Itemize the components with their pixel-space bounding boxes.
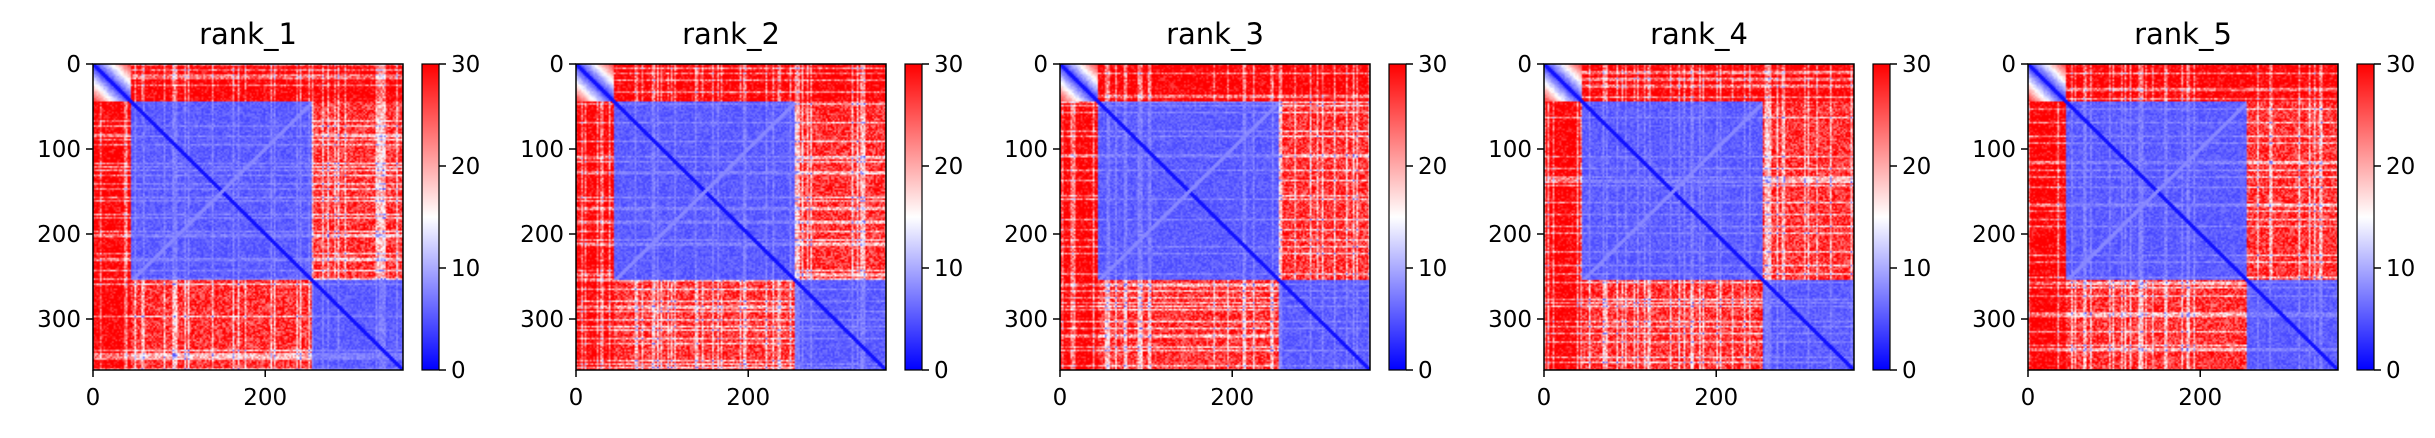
colorbar-tick-label: 10 — [451, 256, 480, 282]
heatmap-panel-2: rank_2 0 200 0 100 200 300 0 10 20 30 — [520, 17, 963, 411]
colorbar-tick-label: 30 — [2386, 52, 2415, 78]
colorbar — [2356, 63, 2375, 371]
y-tick-label: 300 — [1488, 307, 1532, 333]
heatmap-panel-1: rank_1 0 200 0 100 200 300 0 10 20 30 — [37, 17, 480, 411]
x-tick-label: 0 — [2021, 385, 2036, 411]
heatmap-image — [93, 64, 403, 370]
colorbar-tick-label: 10 — [1902, 256, 1931, 282]
heatmap-image — [1060, 64, 1370, 370]
y-tick-label: 100 — [1004, 137, 1048, 163]
colorbar-tick-label: 30 — [1902, 52, 1931, 78]
panel-title: rank_3 — [1166, 17, 1264, 51]
y-tick-label: 0 — [1517, 52, 1532, 78]
x-tick-label: 200 — [1210, 385, 1254, 411]
colorbar-tick-label: 10 — [2386, 256, 2415, 282]
y-tick-label: 200 — [1488, 222, 1532, 248]
panel-title: rank_5 — [2134, 17, 2232, 51]
colorbar-tick-label: 30 — [1418, 52, 1447, 78]
x-tick-label: 200 — [2178, 385, 2222, 411]
y-tick-label: 100 — [37, 137, 81, 163]
panel-title: rank_2 — [682, 17, 780, 51]
y-tick-label: 200 — [1004, 222, 1048, 248]
colorbar-tick-label: 20 — [934, 154, 963, 180]
colorbar-tick-label: 0 — [934, 358, 949, 384]
axes-frame — [92, 63, 404, 371]
colorbar-tick-label: 0 — [1418, 358, 1433, 384]
colorbar-tick-label: 20 — [451, 154, 480, 180]
x-tick-label: 0 — [569, 385, 584, 411]
colorbar-tick-label: 30 — [934, 52, 963, 78]
y-tick-label: 200 — [37, 222, 81, 248]
colorbar-tick-label: 10 — [1418, 256, 1447, 282]
colorbar-tick-label: 0 — [451, 358, 466, 384]
y-tick-label: 300 — [37, 307, 81, 333]
axes-frame — [575, 63, 887, 371]
y-tick-label: 300 — [1972, 307, 2016, 333]
colorbar-tick-label: 20 — [2386, 154, 2415, 180]
heatmap-panel-3: rank_3 0 200 0 100 200 300 0 10 20 30 — [1004, 17, 1447, 411]
colorbar — [904, 63, 923, 371]
heatmap-image — [1544, 64, 1854, 370]
heatmap-image — [2028, 64, 2338, 370]
colorbar-tick-label: 20 — [1902, 154, 1931, 180]
y-tick-label: 0 — [66, 52, 81, 78]
colorbar-tick-label: 10 — [934, 256, 963, 282]
axes-frame — [1543, 63, 1855, 371]
colorbar — [421, 63, 440, 371]
x-tick-label: 0 — [1537, 385, 1552, 411]
axes-frame — [2027, 63, 2339, 371]
colorbar — [1388, 63, 1407, 371]
panel-title: rank_4 — [1650, 17, 1748, 51]
heatmap-image — [576, 64, 886, 370]
colorbar-tick-label: 0 — [1902, 358, 1917, 384]
colorbar-tick-label: 20 — [1418, 154, 1447, 180]
y-tick-label: 0 — [549, 52, 564, 78]
y-tick-label: 0 — [1033, 52, 1048, 78]
panel-title: rank_1 — [199, 17, 297, 51]
colorbar-tick-label: 0 — [2386, 358, 2401, 384]
x-tick-label: 200 — [243, 385, 287, 411]
x-tick-label: 200 — [726, 385, 770, 411]
heatmap-panel-5: rank_5 0 200 0 100 200 300 0 10 20 30 — [1972, 17, 2415, 411]
y-tick-label: 300 — [520, 307, 564, 333]
y-tick-label: 100 — [1488, 137, 1532, 163]
y-tick-label: 0 — [2001, 52, 2016, 78]
y-tick-label: 200 — [1972, 222, 2016, 248]
y-tick-label: 300 — [1004, 307, 1048, 333]
axes-frame — [1059, 63, 1371, 371]
colorbar — [1872, 63, 1891, 371]
heatmap-panel-4: rank_4 0 200 0 100 200 300 0 10 20 30 — [1488, 17, 1931, 411]
x-tick-label: 200 — [1694, 385, 1738, 411]
y-tick-label: 200 — [520, 222, 564, 248]
y-tick-label: 100 — [1972, 137, 2016, 163]
colorbar-tick-label: 30 — [451, 52, 480, 78]
x-tick-label: 0 — [86, 385, 101, 411]
x-tick-label: 0 — [1053, 385, 1068, 411]
y-tick-label: 100 — [520, 137, 564, 163]
